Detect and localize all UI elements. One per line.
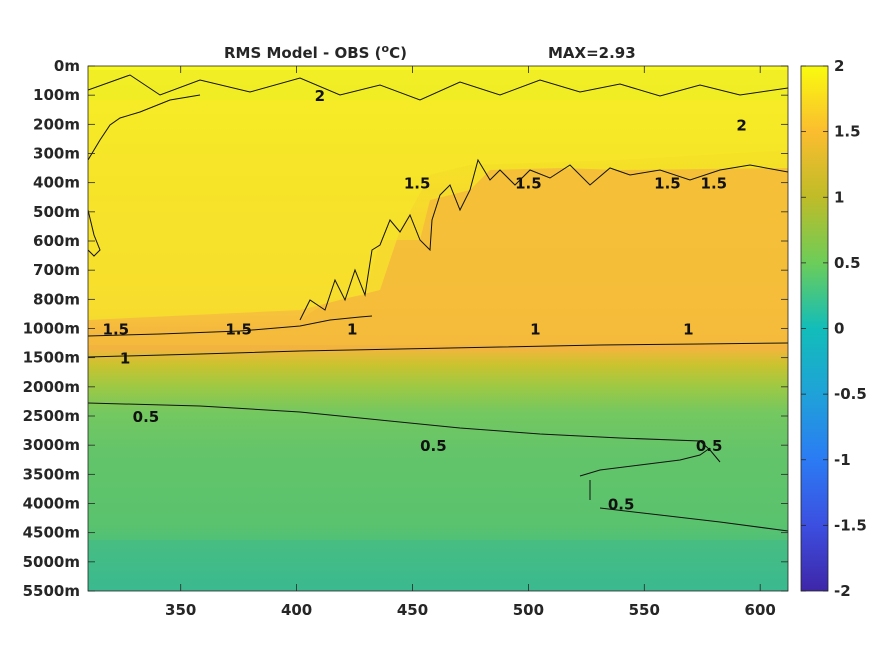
- contour-label: 0.5: [420, 437, 447, 455]
- colorbar-tick-label: 2: [834, 57, 844, 75]
- y-tick-label: 800m: [33, 290, 80, 308]
- y-tick-label: 4000m: [23, 495, 80, 513]
- y-tick-label: 500m: [33, 203, 80, 221]
- x-tick-label: 450: [397, 601, 428, 619]
- x-tick-label: 600: [745, 601, 776, 619]
- y-tick-label: 5500m: [23, 582, 80, 600]
- y-tick-label: 600m: [33, 232, 80, 250]
- y-tick-label: 0m: [54, 57, 80, 75]
- region-yellow-upper: [88, 100, 788, 320]
- contour-label: 1: [120, 350, 130, 368]
- contour-label: 0.5: [696, 437, 723, 455]
- y-tick-label: 400m: [33, 174, 80, 192]
- svg-text:RMS Model - OBS (oC): RMS Model - OBS (oC): [224, 42, 407, 62]
- y-tick-label: 2000m: [23, 378, 80, 396]
- heatmap-area: 1.5 1.5 1 1 1 1 0.5 0.5 0.5 0.5 2 2 1.5 1.5 1.5 1.5: [88, 66, 788, 591]
- contour-label: 1.5: [515, 175, 542, 193]
- title-left-text: RMS Model - OBS (: [224, 44, 382, 62]
- contour-2-left-blob: [88, 209, 101, 257]
- x-tick-label: 350: [165, 601, 196, 619]
- contour-label: 1.5: [654, 175, 681, 193]
- contour-label: 2: [736, 116, 746, 134]
- x-tick-label: 400: [281, 601, 312, 619]
- colorbar-tick-label: 1: [834, 188, 844, 206]
- contour-0.5-upper: [88, 402, 721, 463]
- y-tick-label: 3500m: [23, 465, 80, 483]
- y-tick-label: 3000m: [23, 436, 80, 454]
- colorbar-tick-label: -1: [834, 451, 851, 469]
- contour-1: [88, 342, 788, 358]
- y-tick-label: 2500m: [23, 407, 80, 425]
- x-axis: 350 400 450 500 550 600: [165, 66, 776, 619]
- contour-label: 1.5: [225, 321, 252, 339]
- y-tick-label: 1500m: [23, 349, 80, 367]
- contour-labels: 1.5 1.5 1 1 1 1 0.5 0.5 0.5 0.5 2 2 1.5 1.5 1.5 1.5: [103, 87, 747, 513]
- x-tick-label: 500: [513, 601, 544, 619]
- contour-1.5-lower: [88, 315, 373, 337]
- contour-label: 0.5: [608, 496, 635, 514]
- colorbar-tick-label: -2: [834, 582, 851, 600]
- y-tick-label: 1000m: [23, 320, 80, 338]
- chart-title: RMS Model - OBS (oC) MAX=2.93: [224, 42, 636, 62]
- contour-label: 1.5: [103, 321, 130, 339]
- y-tick-label: 700m: [33, 261, 80, 279]
- colorbar-tick-label: 0: [834, 320, 844, 338]
- colorbar-tick-label: -1.5: [834, 516, 867, 534]
- contour-lines: [88, 74, 788, 532]
- contour-0.5-lower: [579, 447, 788, 532]
- y-tick-label: 4500m: [23, 524, 80, 542]
- y-tick-label: 100m: [33, 86, 80, 104]
- y-tick-label: 200m: [33, 115, 80, 133]
- colorbar-tick-label: 1.5: [834, 123, 861, 141]
- degree-superscript: o: [382, 42, 390, 55]
- y-tick-label: 5000m: [23, 553, 80, 571]
- contour-label: 1: [530, 321, 540, 339]
- contour-label: 2: [315, 87, 325, 105]
- region-above-1.5: [88, 168, 788, 345]
- colorbar: 2 1.5 1 0.5 0 -0.5 -1 -1.5 -2: [800, 57, 867, 600]
- x-tick-label: 550: [629, 601, 660, 619]
- contour-label: 1.5: [701, 175, 728, 193]
- contour-2-descend: [88, 94, 201, 161]
- colorbar-tick-label: 0.5: [834, 254, 861, 272]
- contour-label: 0.5: [133, 408, 160, 426]
- contour-2-surface: [88, 74, 788, 101]
- y-tick-label: 300m: [33, 145, 80, 163]
- y-axis: 0m 100m 200m 300m 400m 500m 600m 700m 800m 1000m 1…: [23, 57, 788, 600]
- region-deep-teal: [88, 540, 788, 591]
- surface-noise-band: [88, 70, 788, 100]
- contour-1.5-front: [299, 158, 788, 321]
- contour-label: 1.5: [404, 175, 431, 193]
- contour-label: 1: [347, 321, 357, 339]
- contour-label: 1: [683, 321, 693, 339]
- colorbar-ticks: 2 1.5 1 0.5 0 -0.5 -1 -1.5 -2: [801, 57, 867, 600]
- title-right-text: C): [389, 44, 407, 62]
- colorbar-tick-label: -0.5: [834, 385, 867, 403]
- max-label: MAX=2.93: [548, 44, 636, 62]
